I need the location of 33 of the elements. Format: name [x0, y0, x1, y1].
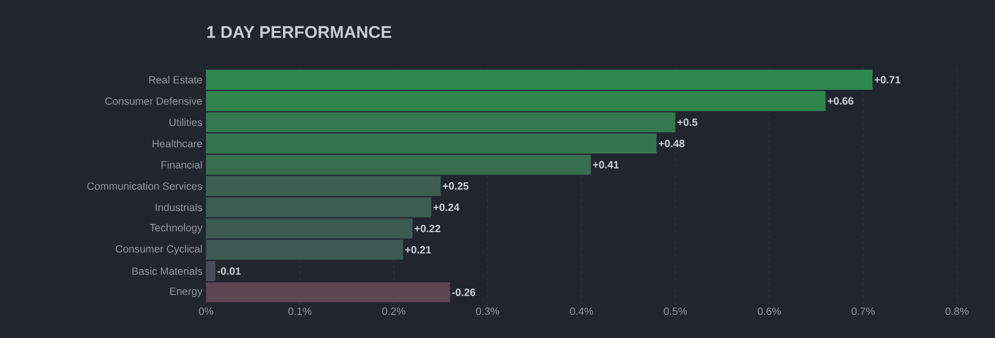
data-label: +0.25 — [442, 182, 469, 190]
data-label: -0.01 — [218, 267, 241, 275]
x-tick-label: 0.2% — [382, 308, 406, 315]
data-label: +0.66 — [828, 97, 854, 105]
y-tick-label: Communication Services — [87, 182, 202, 190]
data-label: +0.5 — [678, 118, 698, 126]
y-tick-label: Consumer Defensive — [105, 97, 202, 105]
x-tick-label: 0.7% — [852, 308, 875, 315]
x-tick-label: 0.3% — [476, 308, 500, 315]
y-tick-label: Healthcare — [152, 140, 202, 148]
x-tick-label: 0.8% — [945, 308, 969, 315]
bar — [206, 282, 450, 302]
x-tick-label: 0.1% — [288, 308, 312, 315]
x-tick-label: 0% — [198, 308, 214, 315]
y-tick-label: Real Estate — [149, 76, 202, 84]
data-label: +0.48 — [658, 140, 684, 148]
y-tick-label: Energy — [170, 288, 202, 297]
y-tick-label: Industrials — [156, 203, 202, 212]
x-tick-label: 0.5% — [664, 308, 687, 315]
y-tick-label: Technology — [150, 224, 202, 234]
x-tick-label: 0.6% — [758, 308, 781, 315]
y-tick-label: Consumer Cyclical — [116, 244, 202, 255]
data-label: +0.71 — [874, 76, 900, 84]
chart-title: 1 DAY PERFORMANCE — [207, 26, 392, 38]
data-label: -0.26 — [452, 288, 476, 296]
y-tick-label: Financial — [161, 160, 202, 169]
data-label: +0.21 — [405, 246, 432, 254]
data-label: +0.22 — [414, 224, 440, 232]
data-label: +0.41 — [593, 161, 619, 168]
y-tick-label: Basic Materials — [132, 267, 202, 275]
data-label: +0.24 — [433, 204, 460, 211]
x-tick-label: 0.4% — [570, 308, 594, 315]
y-tick-label: Utilities — [170, 118, 202, 126]
